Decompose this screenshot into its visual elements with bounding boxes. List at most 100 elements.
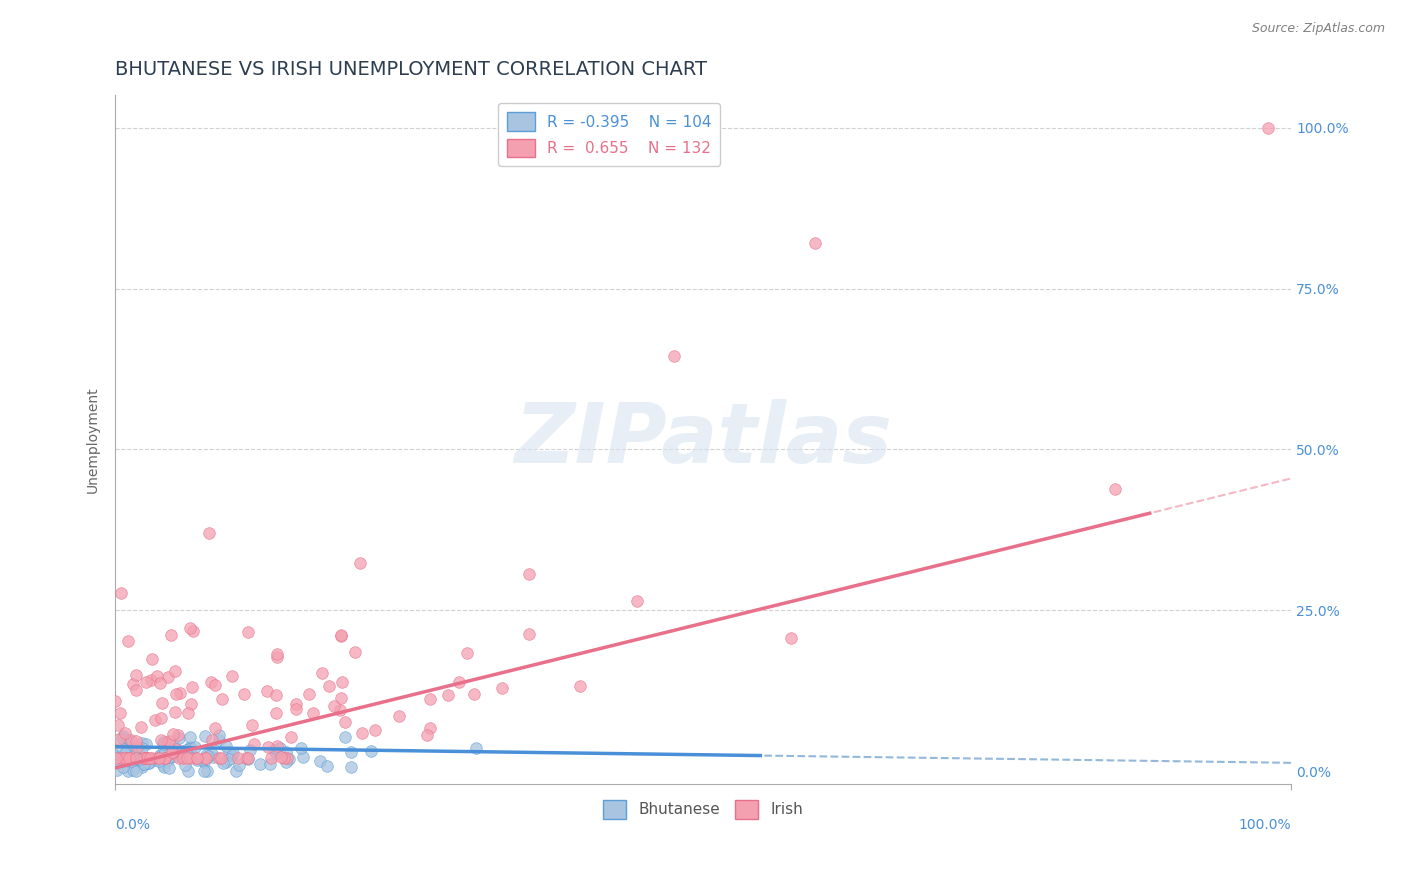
Point: [125, 668, 148, 682]
Point: [200, 675, 222, 690]
Point: [179, 751, 201, 765]
Point: [298, 687, 321, 701]
Point: [108, 750, 131, 764]
Point: [156, 735, 179, 749]
Point: [333, 730, 356, 744]
Point: [118, 740, 141, 755]
Point: [138, 753, 160, 767]
Point: [186, 753, 208, 767]
Point: [135, 737, 157, 751]
Point: [242, 718, 264, 732]
Point: [136, 751, 159, 765]
Point: [155, 751, 177, 765]
Point: [419, 721, 441, 735]
Point: [153, 735, 176, 749]
Point: [167, 728, 190, 742]
Point: [143, 713, 166, 727]
Point: [114, 751, 136, 765]
Point: [218, 745, 240, 759]
Point: [125, 764, 148, 779]
Point: [111, 731, 134, 746]
Point: [127, 740, 149, 755]
Point: [193, 764, 215, 779]
Point: [117, 764, 139, 779]
Point: [193, 755, 215, 769]
Legend: Bhutanese, Irish: Bhutanese, Irish: [598, 794, 810, 824]
Point: [284, 701, 307, 715]
Y-axis label: Unemployment: Unemployment: [86, 386, 100, 493]
Point: [134, 751, 156, 765]
Point: [388, 709, 411, 723]
Point: [180, 741, 202, 756]
Point: [134, 751, 156, 765]
Point: [153, 751, 176, 765]
Point: [280, 731, 302, 745]
Point: [318, 679, 340, 693]
Point: [662, 349, 685, 363]
Point: [152, 758, 174, 772]
Point: [278, 752, 301, 766]
Point: [195, 764, 218, 779]
Point: [209, 751, 232, 765]
Point: [352, 726, 374, 740]
Point: [170, 744, 193, 758]
Point: [364, 723, 387, 738]
Point: [201, 747, 224, 762]
Point: [139, 673, 162, 687]
Point: [323, 699, 346, 714]
Point: [117, 634, 139, 648]
Point: [128, 752, 150, 766]
Point: [163, 739, 186, 753]
Point: [176, 751, 198, 765]
Point: [260, 751, 283, 765]
Point: [150, 711, 173, 725]
Point: [456, 646, 478, 660]
Point: [125, 683, 148, 698]
Point: [135, 751, 157, 765]
Point: [273, 751, 295, 765]
Point: [141, 751, 163, 765]
Point: [112, 760, 135, 774]
Point: [118, 751, 141, 765]
Point: [259, 757, 281, 772]
Point: [165, 664, 187, 678]
Point: [162, 727, 184, 741]
Point: [120, 751, 142, 765]
Point: [360, 744, 382, 758]
Point: [131, 759, 153, 773]
Point: [124, 752, 146, 766]
Point: [135, 675, 157, 690]
Point: [804, 236, 827, 251]
Point: [148, 755, 170, 769]
Point: [153, 751, 176, 765]
Point: [266, 647, 288, 661]
Point: [160, 628, 183, 642]
Point: [221, 669, 243, 683]
Point: [118, 748, 141, 763]
Point: [179, 621, 201, 635]
Point: [256, 684, 278, 698]
Point: [157, 749, 180, 764]
Point: [111, 741, 134, 756]
Point: [315, 759, 337, 773]
Point: [270, 750, 292, 764]
Point: [134, 751, 156, 765]
Point: [107, 754, 129, 768]
Point: [153, 760, 176, 774]
Point: [118, 751, 141, 765]
Point: [152, 737, 174, 751]
Point: [149, 733, 172, 747]
Point: [780, 631, 803, 645]
Point: [112, 729, 135, 743]
Text: Source: ZipAtlas.com: Source: ZipAtlas.com: [1251, 22, 1385, 36]
Point: [517, 567, 540, 582]
Point: [105, 753, 128, 767]
Point: [157, 760, 180, 774]
Point: [264, 706, 287, 721]
Point: [349, 557, 371, 571]
Point: [152, 736, 174, 750]
Point: [115, 751, 138, 765]
Point: [221, 748, 243, 763]
Point: [165, 687, 187, 701]
Point: [146, 668, 169, 682]
